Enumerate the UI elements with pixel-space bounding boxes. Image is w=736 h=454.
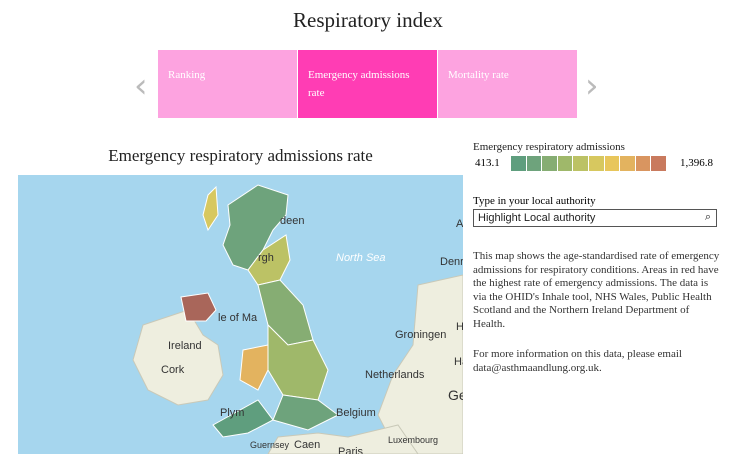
legend-swatch <box>557 156 574 171</box>
legend-swatch <box>526 156 543 171</box>
map-label: Ha <box>454 356 463 368</box>
legend-swatch <box>651 156 667 171</box>
map-label: Paris <box>338 446 364 454</box>
tab[interactable]: Mortality rate <box>438 50 577 118</box>
map-label: Luxembourg <box>388 435 438 445</box>
map-label: A <box>456 218 463 230</box>
region <box>202 185 219 232</box>
map-label: Cork <box>161 364 185 376</box>
northern-ireland <box>180 292 217 322</box>
legend-scale <box>511 156 667 171</box>
next-arrow[interactable]: › <box>585 66 599 106</box>
map-label: Belgium <box>336 407 376 419</box>
map-label: Denr <box>440 256 463 268</box>
legend-swatch <box>573 156 589 171</box>
map-label: Caen <box>294 439 320 451</box>
search-label: Type in your local authority <box>473 195 596 207</box>
legend-max: 1,396.8 <box>680 157 713 169</box>
legend-swatch <box>620 156 636 171</box>
map-label: Ireland <box>168 340 202 352</box>
map-label: Ge <box>448 387 463 403</box>
region <box>212 399 274 438</box>
legend-swatch <box>588 156 605 171</box>
page-title: Respiratory index <box>293 8 443 32</box>
map[interactable]: deen rgh North Sea Denr le of Ma Ireland… <box>18 175 463 454</box>
description: For more information on this data, pleas… <box>473 348 682 374</box>
map-label: Groningen <box>395 329 446 341</box>
region <box>272 394 339 431</box>
prev-arrow[interactable]: ‹ <box>134 66 148 106</box>
tab[interactable]: Ranking <box>158 50 297 118</box>
search-icon[interactable]: ⌕ <box>704 211 711 223</box>
legend-swatch <box>635 156 652 171</box>
map-label: rgh <box>258 252 274 264</box>
description: This map shows the age-standardised rate… <box>473 250 720 330</box>
map-title: Emergency respiratory admissions rate <box>108 146 373 165</box>
map-label: Netherlands <box>365 369 425 381</box>
legend-swatch <box>542 156 558 171</box>
land-ireland <box>132 309 224 406</box>
legend-swatch <box>511 156 527 171</box>
legend-swatch <box>604 156 621 171</box>
map-label: le of Ma <box>218 312 258 324</box>
region <box>267 323 329 401</box>
land-france <box>267 424 419 454</box>
map-label: deen <box>280 215 304 227</box>
legend-min: 413.1 <box>475 157 500 169</box>
map-label: Guernsey <box>250 440 290 450</box>
tab-active[interactable]: Emergency admissions rate <box>298 50 437 118</box>
map-label: Plym <box>220 407 244 419</box>
map-label: H <box>456 321 463 333</box>
map-label: North Sea <box>336 252 386 264</box>
search-input[interactable]: Highlight Local authority ⌕ <box>473 209 717 227</box>
region <box>239 344 269 391</box>
search-placeholder: Highlight Local authority <box>478 212 596 224</box>
legend-title: Emergency respiratory admissions <box>473 141 625 153</box>
